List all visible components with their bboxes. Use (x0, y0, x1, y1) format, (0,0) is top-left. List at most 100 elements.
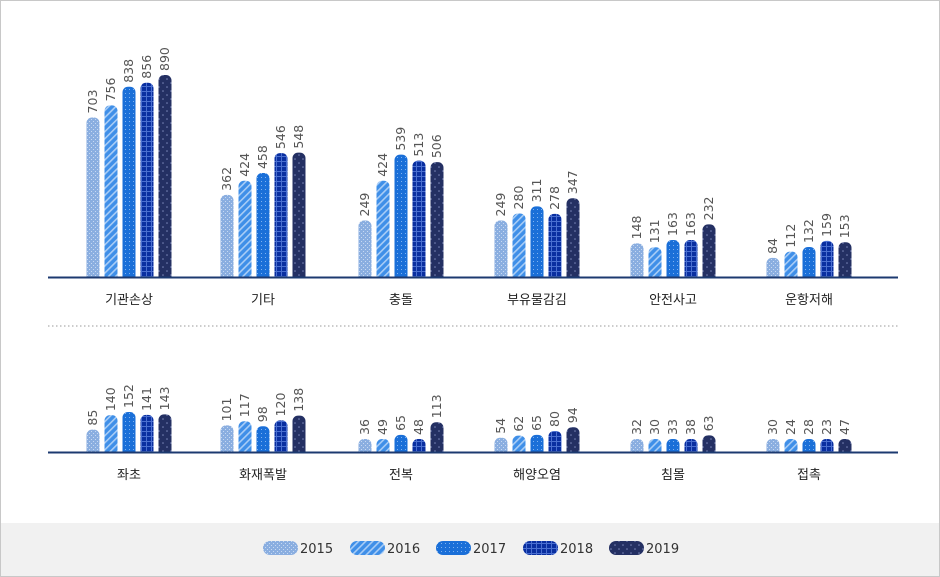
bar-1-운항저해-2017 (802, 247, 816, 277)
bar-1-기타-2019 (292, 152, 306, 277)
bar-1-기타-2018 (274, 153, 288, 277)
data-label: 856 (139, 55, 154, 79)
legend-item-2015: 2015 (263, 541, 333, 557)
bar-2-해양오염-2018 (548, 430, 562, 452)
bar-2-좌초-2016 (104, 415, 118, 452)
category-label: 충돌 (389, 293, 413, 308)
bar-2-전복-2018 (412, 439, 426, 452)
bar-2-해양오염-2017 (530, 434, 544, 452)
bar-2-좌초-2019 (158, 414, 172, 452)
data-label: 101 (219, 398, 234, 422)
bar-1-부유물감김-2016 (512, 213, 526, 277)
data-label: 24 (783, 419, 798, 435)
data-label: 28 (801, 419, 816, 435)
data-label: 98 (255, 406, 270, 422)
data-label: 152 (121, 384, 136, 408)
data-label: 49 (375, 419, 390, 435)
data-label: 232 (701, 196, 716, 220)
category-label: 해양오염 (513, 468, 561, 483)
bar-1-부유물감김-2017 (530, 206, 544, 277)
bar-2-접촉-2015 (766, 439, 780, 452)
bar-1-기관손상-2017 (122, 86, 136, 277)
bar-1-기관손상-2018 (140, 82, 154, 277)
legend-label: 2016 (387, 542, 420, 557)
bar-2-화재폭발-2019 (292, 415, 306, 452)
bar-2-침몰-2019 (702, 435, 716, 452)
bar-2-접촉-2018 (820, 439, 834, 452)
data-label: 65 (529, 415, 544, 431)
bar-2-침몰-2016 (648, 439, 662, 452)
bar-2-해양오염-2019 (566, 427, 580, 452)
bar-2-침몰-2017 (666, 439, 680, 452)
legend-label: 2018 (560, 542, 593, 557)
bar-2-화재폭발-2015 (220, 425, 234, 452)
data-label: 112 (783, 224, 798, 248)
category-label: 전복 (389, 468, 413, 483)
legend-label: 2015 (300, 542, 333, 557)
legend-item-2018: 2018 (523, 541, 593, 557)
data-label: 65 (393, 415, 408, 431)
legend-swatch (263, 541, 298, 555)
bar-2-전복-2016 (376, 439, 390, 452)
bar-1-안전사고-2018 (684, 240, 698, 277)
bar-1-기관손상-2016 (104, 105, 118, 277)
data-label: 278 (547, 186, 562, 210)
legend-item-2017: 2017 (436, 541, 506, 557)
data-label: 48 (411, 419, 426, 435)
bar-2-좌초-2015 (86, 429, 100, 452)
data-label: 143 (157, 387, 172, 411)
legend-swatch (350, 541, 385, 555)
data-label: 47 (837, 419, 852, 435)
data-label: 756 (103, 78, 118, 102)
data-label: 513 (411, 133, 426, 157)
category-label: 기관손상 (105, 293, 153, 308)
data-label: 424 (375, 153, 390, 177)
bar-2-전복-2015 (358, 439, 372, 452)
bar-2-침몰-2018 (684, 439, 698, 452)
legend-label: 2017 (473, 542, 506, 557)
bar-2-해양오염-2016 (512, 435, 526, 452)
bar-2-전복-2017 (394, 434, 408, 452)
category-label: 부유물감김 (507, 293, 567, 308)
data-label: 506 (429, 134, 444, 158)
data-label: 62 (511, 416, 526, 432)
category-label: 안전사고 (649, 293, 697, 308)
data-label: 347 (565, 170, 580, 194)
data-label: 249 (493, 193, 508, 217)
bar-1-충돌-2019 (430, 162, 444, 277)
bar-2-침몰-2015 (630, 439, 644, 452)
bar-2-접촉-2016 (784, 439, 798, 452)
bar-2-좌초-2017 (122, 412, 136, 452)
data-label: 30 (765, 419, 780, 435)
data-label: 546 (273, 125, 288, 149)
bar-1-충돌-2017 (394, 154, 408, 277)
data-label: 84 (765, 238, 780, 254)
bar-1-기타-2017 (256, 173, 270, 277)
bar-1-충돌-2016 (376, 180, 390, 277)
bar-2-전복-2019 (430, 422, 444, 452)
data-label: 140 (103, 387, 118, 411)
data-label: 33 (665, 419, 680, 435)
legend-swatch (523, 541, 558, 555)
bar-2-접촉-2019 (838, 439, 852, 452)
bar-2-화재폭발-2018 (274, 420, 288, 452)
data-label: 132 (801, 219, 816, 243)
data-label: 63 (701, 416, 716, 432)
category-label: 침몰 (661, 468, 685, 483)
data-label: 30 (647, 419, 662, 435)
data-label: 80 (547, 411, 562, 427)
bar-1-안전사고-2019 (702, 224, 716, 277)
data-label: 153 (837, 214, 852, 238)
data-label: 838 (121, 59, 136, 83)
bar-1-운항저해-2018 (820, 240, 834, 277)
data-label: 159 (819, 213, 834, 237)
bar-1-안전사고-2015 (630, 243, 644, 277)
legend-item-2019: 2019 (609, 541, 679, 557)
bar-2-좌초-2018 (140, 414, 154, 452)
data-label: 38 (683, 419, 698, 435)
data-label: 539 (393, 127, 408, 151)
bar-1-부유물감김-2018 (548, 213, 562, 277)
data-label: 94 (565, 407, 580, 423)
